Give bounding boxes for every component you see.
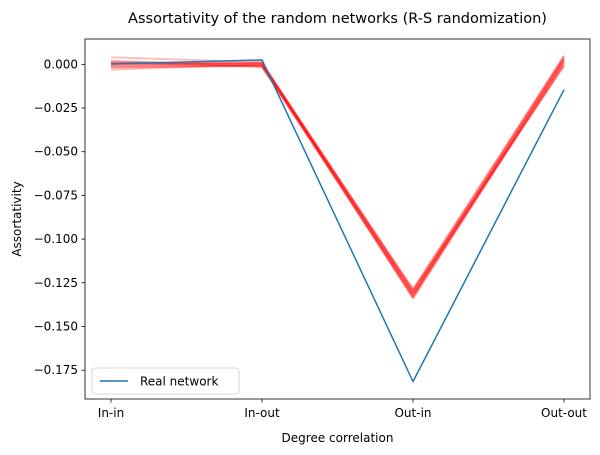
y-tick-label: −0.125: [34, 276, 78, 290]
random-network-line-1: [110, 55, 565, 293]
x-tick-label: In-in: [98, 406, 124, 420]
axes-frame: [84, 38, 591, 400]
x-tick-label: Out-out: [541, 406, 587, 420]
y-tick-label: −0.175: [34, 363, 78, 377]
random-network-line-11: [110, 55, 565, 290]
plot-area: [110, 55, 565, 383]
y-tick-label: −0.100: [34, 232, 78, 246]
chart-title: Assortativity of the random networks (R-…: [128, 11, 547, 27]
legend: Real network: [91, 367, 240, 395]
series-line-real-network: [110, 59, 565, 383]
legend-box: [91, 367, 240, 395]
y-axis-label: Assortativity: [10, 181, 24, 256]
random-network-line-10: [110, 59, 565, 297]
y-axis: 0.000 −0.025 −0.050 −0.075 −0.100 −0.125 −0.15…: [34, 57, 85, 377]
x-axis-label: Degree correlation: [282, 431, 394, 445]
random-network-line-2: [110, 58, 565, 298]
y-tick-label: −0.075: [34, 188, 78, 202]
y-tick-label: 0.000: [44, 57, 78, 71]
random-network-line-7: [110, 61, 565, 300]
x-tick-label: Out-in: [394, 406, 431, 420]
y-tick-label: −0.050: [34, 145, 78, 159]
random-network-line-4: [110, 62, 565, 291]
random-network-line-6: [110, 59, 565, 294]
random-network-line-12: [110, 61, 565, 299]
random-network-line-3: [110, 63, 565, 295]
x-tick-label: In-out: [244, 406, 280, 420]
random-network-line-5: [110, 56, 565, 297]
random-network-line-8: [110, 57, 565, 292]
y-tick-label: −0.025: [34, 101, 78, 115]
x-axis: In-in In-out Out-in Out-out: [98, 399, 587, 420]
legend-label-real-network: Real network: [140, 375, 218, 389]
y-tick-label: −0.150: [34, 319, 78, 333]
